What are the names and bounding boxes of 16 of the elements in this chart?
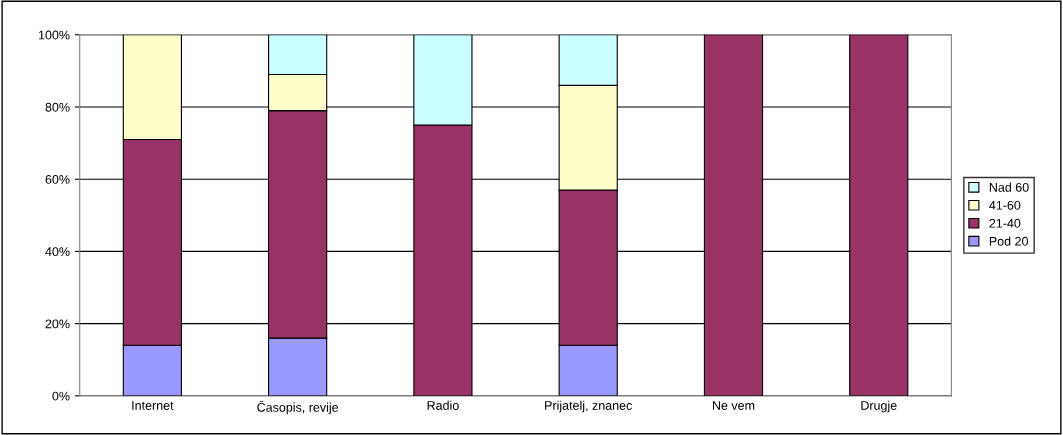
legend-label: 21-40 xyxy=(989,218,1021,228)
legend-label: Nad 60 xyxy=(989,182,1029,192)
y-tick-label: 100% xyxy=(38,30,70,40)
legend-label: Pod 20 xyxy=(989,236,1028,246)
x-tick-label: Internet xyxy=(132,401,174,410)
y-tick-label: 40% xyxy=(45,247,70,257)
x-tick-label: Radio xyxy=(427,400,459,410)
x-tick-label: Prijatelj, znanec xyxy=(545,400,632,413)
y-tick-label: 20% xyxy=(45,319,70,329)
y-tick-label: 80% xyxy=(45,102,70,112)
x-tick-label: Drugje xyxy=(861,400,897,413)
x-tick-label: Ne vem xyxy=(712,401,755,410)
x-tick-label: Časopis, revije xyxy=(257,400,339,415)
y-tick-label: 0% xyxy=(52,391,70,401)
legend-label: 41-60 xyxy=(989,200,1021,210)
y-tick-label: 60% xyxy=(45,175,70,184)
